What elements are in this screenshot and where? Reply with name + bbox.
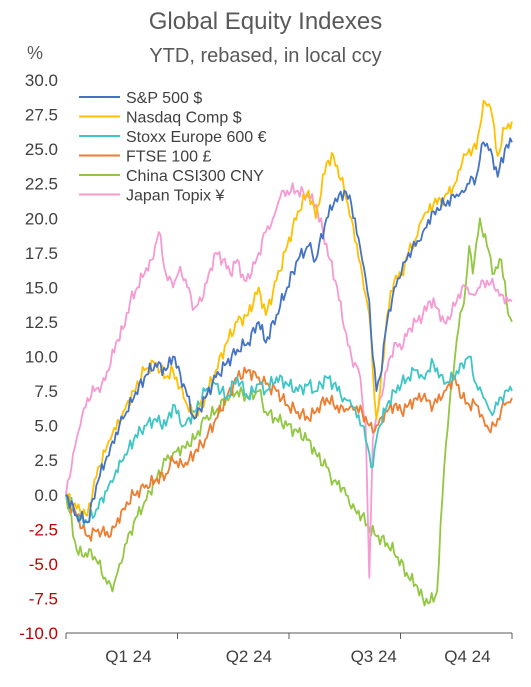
x-tick-label: Q2 24 [226, 647, 272, 666]
legend-label: Nasdaq Comp $ [126, 110, 242, 127]
series-line [65, 355, 513, 526]
y-axis-ticks: 30.0 27.5 25.0 22.5 20.0 17.5 15.0 12.5 10.0 7.5 5… [19, 71, 58, 643]
series-line [65, 137, 513, 524]
y-tick-label: 5.0 [34, 417, 58, 436]
chart-title: Global Equity Indexes [148, 8, 383, 35]
y-tick-label: 30.0 [25, 71, 58, 90]
y-tick-label: 12.5 [25, 313, 58, 332]
legend: S&P 500 $ Nasdaq Comp $ Stoxx Europe 600 €… [79, 90, 267, 205]
series-lines [65, 99, 513, 607]
y-tick-label: -7.5 [29, 589, 58, 608]
y-tick-label: 2.5 [34, 451, 58, 470]
legend-label: Japan Topix ¥ [126, 188, 225, 205]
y-tick-label: 27.5 [25, 106, 58, 125]
x-tick-label: Q3 24 [351, 647, 397, 666]
y-tick-label: -10.0 [19, 624, 58, 643]
y-tick-label: 0.0 [34, 486, 58, 505]
y-axis-unit: % [27, 43, 44, 63]
y-tick-label: -2.5 [29, 520, 58, 539]
y-tick-label: 10.0 [25, 348, 58, 367]
x-tick-label: Q1 24 [105, 647, 151, 666]
y-tick-label: 20.0 [25, 209, 58, 228]
y-tick-label: 7.5 [34, 382, 58, 401]
y-tick-label: 25.0 [25, 140, 58, 159]
y-tick-label: 22.5 [25, 175, 58, 194]
legend-label: S&P 500 $ [126, 90, 202, 107]
x-tick-label: Q4 24 [444, 647, 490, 666]
series-line [65, 217, 513, 607]
series-line [65, 182, 513, 579]
y-tick-label: -5.0 [29, 555, 58, 574]
y-tick-label: 17.5 [25, 244, 58, 263]
legend-label: FTSE 100 £ [126, 149, 211, 166]
x-axis: Q1 24 Q2 24 Q3 24 Q4 24 [65, 632, 513, 666]
chart-subtitle: YTD, rebased, in local ccy [149, 45, 382, 67]
y-tick-label: 15.0 [25, 278, 58, 297]
series-line [66, 366, 513, 542]
legend-label: China CSI300 CNY [126, 168, 264, 185]
legend-label: Stoxx Europe 600 € [126, 129, 267, 146]
